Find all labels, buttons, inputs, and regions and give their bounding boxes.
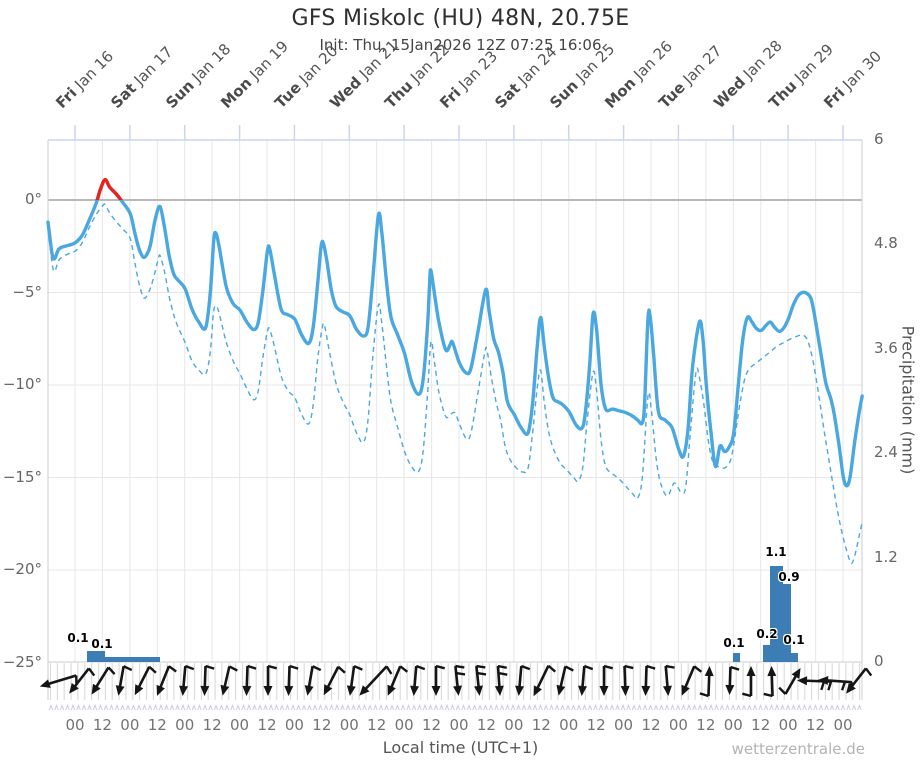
wind-arrow (410, 664, 426, 696)
precip-bar (783, 584, 791, 662)
wind-arrow (387, 665, 409, 696)
freezing-exceedance-segment (95, 178, 124, 200)
wind-arrow (681, 665, 703, 696)
wind-arrow (156, 665, 177, 696)
wind-arrow (699, 666, 714, 698)
wind-arrow (453, 664, 466, 696)
wind-arrow (556, 665, 574, 696)
wind-arrow (494, 664, 508, 696)
temperature-line (46, 178, 864, 488)
wind-arrow (200, 664, 215, 696)
precip-bar (87, 651, 105, 662)
wind-arrow (599, 664, 614, 696)
wind-arrow (304, 665, 322, 696)
wind-arrow (179, 664, 195, 696)
precip-bar (770, 566, 783, 662)
wind-arrow (134, 665, 157, 696)
wind-arrow (846, 667, 873, 694)
wind-arrow (763, 666, 777, 698)
wind-arrow (474, 664, 487, 696)
precip-bar (733, 653, 740, 662)
precip-bar (763, 645, 770, 662)
wind-arrow (741, 666, 756, 698)
wind-arrow (515, 664, 531, 696)
wind-arrow (662, 664, 675, 696)
wind-arrow (220, 665, 238, 696)
wind-arrow (431, 664, 446, 696)
grid-vertical (74, 140, 844, 662)
precip-bar (791, 653, 798, 662)
wind-arrow (620, 664, 634, 696)
day-ticks (74, 125, 844, 140)
wind-arrow (263, 664, 278, 696)
wind-arrow (91, 666, 116, 695)
wind-arrow (242, 664, 257, 696)
wind-arrow (533, 664, 557, 697)
wind-arrow (578, 664, 594, 696)
mini-arrow-row (48, 704, 862, 711)
wind-arrow (346, 665, 363, 696)
three-hour-comb (49, 663, 861, 700)
precip-bar (105, 657, 160, 662)
grid-horizontal (48, 292, 862, 571)
wind-arrow (69, 667, 96, 694)
wind-arrow (725, 665, 740, 695)
wind-arrow (641, 664, 656, 696)
wind-arrow (115, 665, 133, 696)
wind-arrow (359, 665, 393, 696)
wind-arrow (323, 665, 346, 696)
wind-arrow (284, 664, 299, 696)
wind-arrow (778, 668, 801, 695)
